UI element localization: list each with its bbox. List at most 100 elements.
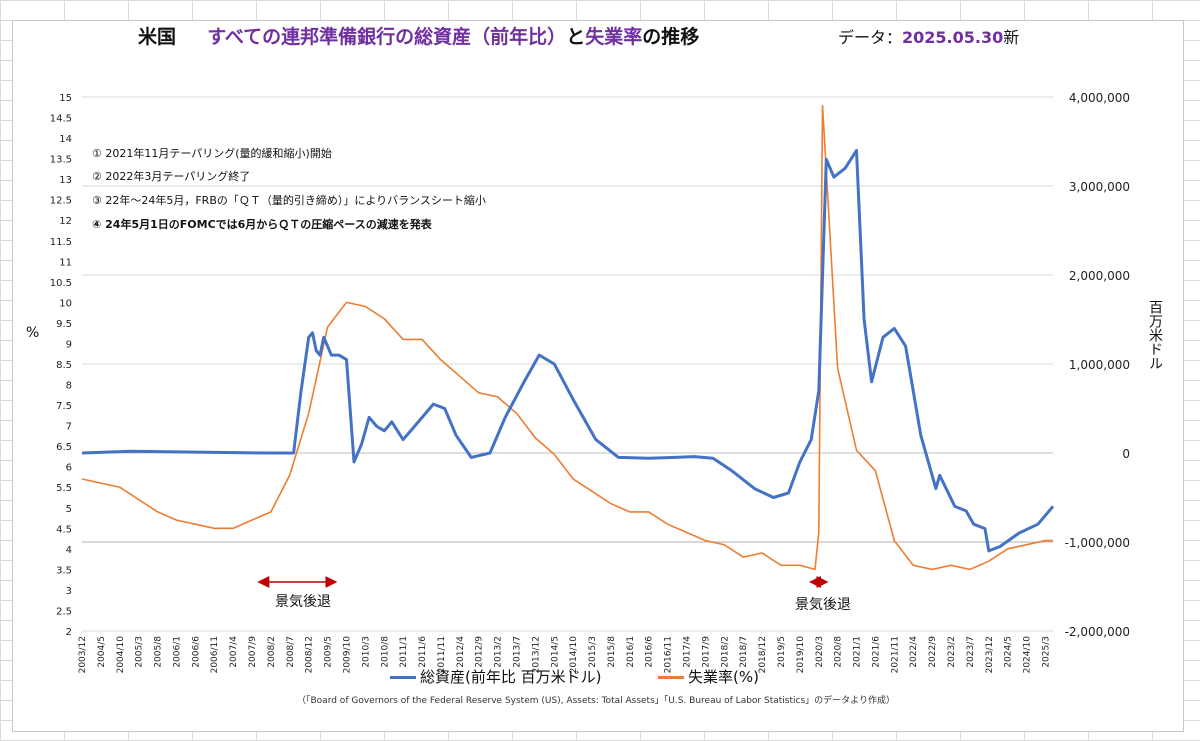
- x-tick-label: 2008/12: [305, 636, 315, 673]
- y-right-tick-label: 1,000,000: [1069, 358, 1130, 372]
- y-left-tick-label: 14: [59, 134, 72, 145]
- x-tick-label: 2007/4: [229, 636, 239, 668]
- note-4: ④ 24年5月1日のFOMCでは6月からＱＴの圧縮ペースの減速を発表: [92, 218, 432, 231]
- y-left-tick-label: 8: [66, 381, 72, 392]
- x-tick-label: 2006/6: [191, 636, 201, 668]
- title-trend: の推移: [642, 26, 700, 48]
- x-tick-label: 2021/1: [853, 636, 863, 668]
- chart-card[interactable]: [12, 20, 1184, 732]
- x-tick-label: 2019/10: [796, 636, 806, 674]
- x-tick-label: 2019/5: [777, 636, 787, 668]
- recession-label-1: 景気後退: [275, 594, 331, 610]
- y-left-tick-label: 9.5: [56, 319, 72, 330]
- x-tick-label: 2022/4: [909, 636, 919, 668]
- x-tick-label: 2014/10: [569, 636, 579, 674]
- recession-label-2: 景気後退: [795, 597, 851, 613]
- y-left-tick-label: 12.5: [50, 196, 72, 207]
- x-tick-label: 2024/10: [1023, 636, 1033, 674]
- y-left-tick-label: 10: [59, 298, 72, 309]
- x-tick-label: 2018/7: [739, 636, 749, 668]
- y-left-tick-label: 5: [66, 504, 72, 515]
- x-tick-label: 2009/10: [342, 636, 352, 674]
- x-tick-label: 2011/1: [399, 636, 409, 668]
- x-tick-label: 2017/9: [701, 636, 711, 668]
- y-right-tick-label: 2,000,000: [1069, 269, 1130, 283]
- y-left-tick-label: 4.5: [56, 524, 72, 535]
- legend-assets-swatch: [390, 676, 416, 679]
- y-left-tick-label: 2.5: [56, 606, 72, 617]
- x-tick-label: 2023/12: [985, 636, 995, 673]
- y-right-tick-label: 0: [1122, 447, 1130, 461]
- y-left-tick-label: 3.5: [56, 565, 72, 576]
- x-tick-label: 2011/11: [437, 636, 447, 673]
- title-unemployment: 失業率: [585, 26, 643, 48]
- x-tick-label: 2012/4: [456, 636, 466, 668]
- x-tick-label: 2007/9: [248, 636, 258, 668]
- x-tick-label: 2018/12: [758, 636, 768, 673]
- x-tick-label: 2008/2: [267, 636, 277, 668]
- x-tick-label: 2020/8: [834, 636, 844, 668]
- x-tick-label: 2022/9: [928, 636, 938, 668]
- y-left-tick-label: 13.5: [50, 155, 72, 166]
- x-tick-label: 2006/11: [210, 636, 220, 673]
- y-left-tick-label: 8.5: [56, 360, 72, 371]
- y-right-tick-label: -1,000,000: [1065, 536, 1130, 550]
- y-left-tick-label: 12: [59, 216, 72, 227]
- y-left-tick-label: 5.5: [56, 483, 72, 494]
- x-tick-label: 2015/3: [588, 636, 598, 668]
- y-left-tick-label: 15: [59, 93, 72, 104]
- title-and: と: [566, 26, 586, 48]
- x-tick-label: 2006/1: [172, 636, 182, 668]
- y-right-tick-label: -2,000,000: [1065, 625, 1130, 639]
- legend-assets-label: 総資産(前年比 百万米ドル): [420, 668, 602, 686]
- source-note: （「Board of Governors of the Federal Rese…: [297, 696, 895, 706]
- x-tick-label: 2017/4: [683, 636, 693, 668]
- y-right-tick-label: 3,000,000: [1069, 180, 1130, 194]
- x-tick-label: 2011/6: [418, 636, 428, 668]
- y-right-tick-label: 4,000,000: [1069, 91, 1130, 105]
- legend-assets: 総資産(前年比 百万米ドル): [390, 666, 601, 687]
- y-left-tick-label: 13: [59, 175, 72, 186]
- x-tick-label: 2013/7: [512, 636, 522, 668]
- x-tick-label: 2008/7: [286, 636, 296, 668]
- x-tick-label: 2024/5: [1004, 636, 1014, 668]
- note-2: ② 2022年3月テーパリング終了: [92, 170, 251, 183]
- y-right-label: 百万米ドル: [1147, 300, 1163, 370]
- x-tick-label: 2023/2: [947, 636, 957, 668]
- chart-title: 米国 すべての連邦準備銀行の総資産（前年比）と失業率の推移: [138, 22, 699, 49]
- legend-unemployment-swatch: [658, 676, 684, 679]
- note-1: ① 2021年11月テーパリング(量的緩和縮小)開始: [92, 147, 332, 160]
- y-left-label: %: [26, 325, 40, 341]
- x-tick-label: 2021/11: [890, 636, 900, 673]
- x-tick-label: 2016/11: [664, 636, 674, 673]
- unemployment-line: [81, 105, 1053, 571]
- y-left-tick-label: 6: [66, 463, 72, 474]
- legend-unemployment-label: 失業率(%): [688, 668, 759, 686]
- y-left-tick-label: 10.5: [50, 278, 72, 289]
- data-date: データ：2025.05.30新: [838, 24, 1019, 48]
- x-tick-label: 2018/2: [720, 636, 730, 668]
- x-tick-label: 2005/3: [135, 636, 145, 668]
- assets-line: [81, 148, 1055, 553]
- y-left-tick-label: 11: [59, 257, 72, 268]
- y-left-tick-label: 9: [66, 339, 72, 350]
- x-tick-label: 2013/12: [531, 636, 541, 673]
- x-tick-label: 2005/8: [154, 636, 164, 668]
- y-left-tick-label: 6.5: [56, 442, 72, 453]
- y-left-tick-label: 7.5: [56, 401, 72, 412]
- x-tick-label: 2020/3: [815, 636, 825, 668]
- data-date-suffix: 新: [1003, 28, 1020, 47]
- title-assets: すべての連邦準備銀行の総資産（前年比）: [207, 26, 567, 48]
- x-tick-label: 2003/12: [78, 636, 88, 673]
- x-tick-label: 2021/6: [871, 636, 881, 668]
- x-tick-label: 2009/5: [324, 636, 334, 668]
- data-date-value: 2025.05.30: [902, 28, 1004, 47]
- data-date-prefix: データ：: [838, 28, 903, 47]
- x-tick-label: 2016/1: [626, 636, 636, 668]
- x-tick-label: 2016/6: [645, 636, 655, 668]
- x-tick-label: 2010/3: [361, 636, 371, 668]
- x-tick-label: 2004/5: [97, 636, 107, 668]
- x-tick-label: 2015/8: [607, 636, 617, 668]
- x-tick-label: 2012/9: [475, 636, 485, 668]
- y-left-tick-label: 7: [66, 422, 72, 433]
